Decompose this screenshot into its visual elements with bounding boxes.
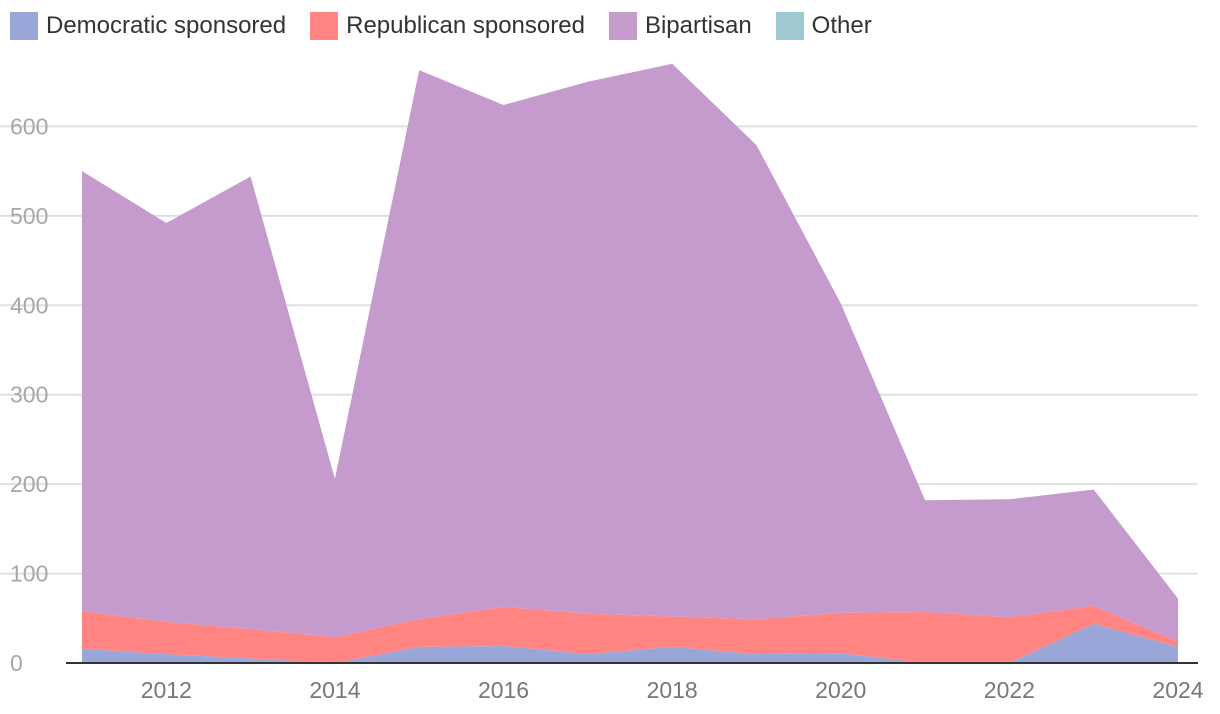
legend-swatch-bipartisan <box>608 12 637 40</box>
legend-swatch-other <box>775 12 804 40</box>
y-tick-label-500: 500 <box>10 203 48 229</box>
chart-legend: Democratic sponsored Republican sponsore… <box>10 10 872 42</box>
y-tick-label-400: 400 <box>10 292 48 318</box>
legend-label-bipartisan: Bipartisan <box>644 12 752 39</box>
x-tick-label-2024: 2024 <box>1152 677 1203 703</box>
legend-item-republican: Republican sponsored <box>310 10 585 42</box>
x-tick-label-2012: 2012 <box>141 677 192 703</box>
area-series-group <box>82 63 1178 663</box>
x-tick-label-2016: 2016 <box>478 677 529 703</box>
y-tick-label-0: 0 <box>10 650 23 676</box>
x-tick-label-2014: 2014 <box>309 677 360 703</box>
legend-item-bipartisan: Bipartisan <box>608 10 752 42</box>
y-tick-label-200: 200 <box>10 471 48 497</box>
area-republican-sponsored <box>82 605 1178 663</box>
legend-swatch-republican <box>310 12 339 40</box>
area-democratic-sponsored <box>82 623 1178 663</box>
x-tick-label-2018: 2018 <box>647 677 698 703</box>
area-bipartisan <box>82 63 1178 642</box>
legend-label-democratic: Democratic sponsored <box>46 12 287 39</box>
y-tick-label-100: 100 <box>10 561 48 587</box>
tick-labels: 0 100 200 300 400 500 600 2012 2014 2016 2018 2020 2… <box>10 113 1204 703</box>
legend-swatch-democratic <box>10 12 38 40</box>
legend-label-other: Other <box>811 12 872 39</box>
y-tick-label-300: 300 <box>10 382 48 408</box>
legend-label-republican: Republican sponsored <box>346 12 585 39</box>
legend-item-other: Other <box>775 10 872 42</box>
y-tick-label-600: 600 <box>10 113 48 139</box>
x-tick-label-2022: 2022 <box>984 677 1035 703</box>
legend-item-democratic: Democratic sponsored <box>10 10 286 42</box>
x-tick-label-2020: 2020 <box>815 677 866 703</box>
